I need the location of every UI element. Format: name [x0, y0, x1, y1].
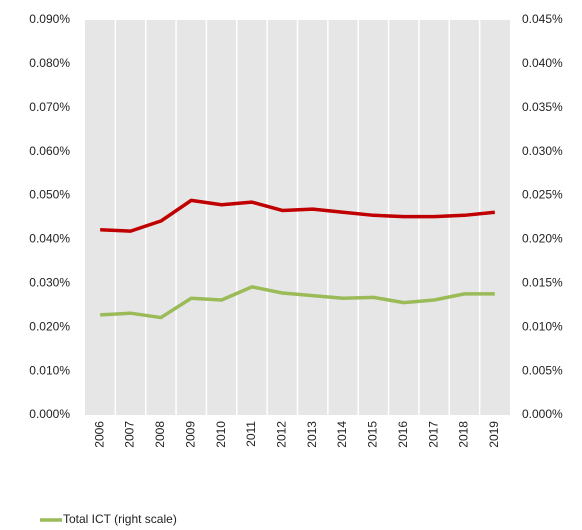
- x-tick-label: 2015: [366, 421, 380, 448]
- x-tick-label: 2018: [457, 421, 471, 448]
- y-tick-label: 0.020%: [29, 319, 70, 333]
- x-tick-label: 2009: [183, 421, 197, 448]
- y-tick-label: 0.090%: [29, 12, 70, 26]
- x-tick-label: 2010: [214, 421, 228, 448]
- y2-tick-label: 0.035%: [522, 100, 563, 114]
- y-tick-label: 0.000%: [29, 407, 70, 421]
- legend-label: Total ICT (right scale): [63, 512, 177, 526]
- x-tick-label: 2012: [274, 421, 288, 448]
- y-tick-label: 0.040%: [29, 232, 70, 246]
- x-tick-label: 2007: [123, 421, 137, 448]
- y2-tick-label: 0.040%: [522, 56, 563, 70]
- y2-tick-label: 0.030%: [522, 144, 563, 158]
- y-tick-label: 0.070%: [29, 100, 70, 114]
- series-line: [100, 198, 495, 233]
- y-tick-label: 0.060%: [29, 144, 70, 158]
- x-tick-label: 2013: [305, 421, 319, 448]
- y-tick-label: 0.010%: [29, 363, 70, 377]
- y2-tick-label: 0.005%: [522, 363, 563, 377]
- y-tick-label: 0.050%: [29, 188, 70, 202]
- series-line: [100, 285, 495, 320]
- y2-tick-label: 0.045%: [522, 12, 563, 26]
- y2-tick-label: 0.000%: [522, 407, 563, 421]
- x-tick-label: 2017: [426, 421, 440, 448]
- y-tick-label: 0.080%: [29, 56, 70, 70]
- x-tick-label: 2011: [244, 421, 258, 447]
- y-tick-label: 0.030%: [29, 276, 70, 290]
- y2-tick-label: 0.025%: [522, 188, 563, 202]
- x-tick-label: 2008: [153, 421, 167, 448]
- x-tick-label: 2016: [396, 421, 410, 448]
- y2-tick-label: 0.020%: [522, 232, 563, 246]
- x-tick-label: 2014: [335, 421, 349, 448]
- y2-tick-label: 0.015%: [522, 276, 563, 290]
- x-tick-label: 2006: [92, 421, 106, 448]
- y2-tick-label: 0.010%: [522, 319, 563, 333]
- x-tick-label: 2019: [487, 421, 501, 448]
